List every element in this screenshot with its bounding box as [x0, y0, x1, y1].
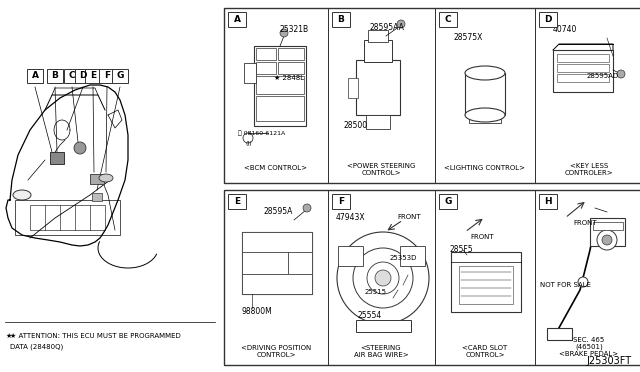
Bar	[278, 48, 304, 60]
Text: A: A	[234, 15, 241, 24]
Bar	[535, 190, 640, 365]
Bar	[50, 152, 64, 164]
Text: <POWER STEERING
CONTROL>: <POWER STEERING CONTROL>	[347, 163, 415, 176]
Bar	[459, 266, 513, 304]
Bar	[254, 46, 306, 126]
Text: SEC. 465
(46501)
<BRAKE PEDAL>: SEC. 465 (46501) <BRAKE PEDAL>	[559, 337, 619, 357]
Text: <DRIVING POSITION
CONTROL>: <DRIVING POSITION CONTROL>	[241, 345, 311, 358]
Bar	[539, 194, 557, 209]
Bar	[85, 69, 101, 83]
Bar	[92, 193, 102, 201]
Text: NOT FOR SALE: NOT FOR SALE	[540, 282, 591, 288]
Circle shape	[303, 204, 311, 212]
Text: FRONT: FRONT	[397, 214, 420, 220]
Bar	[224, 190, 640, 365]
Bar	[332, 194, 350, 209]
Bar	[47, 69, 63, 83]
Circle shape	[243, 133, 253, 143]
Bar	[439, 12, 457, 27]
Bar	[328, 190, 435, 365]
Bar	[535, 8, 640, 183]
Bar	[332, 12, 350, 27]
Bar	[256, 96, 304, 121]
Bar	[242, 232, 312, 294]
Bar	[356, 60, 400, 115]
Bar	[256, 48, 276, 60]
Bar	[242, 274, 312, 294]
Text: ★ ATTENTION: THIS ECU MUST BE PROGRAMMED: ★ ATTENTION: THIS ECU MUST BE PROGRAMMED	[10, 333, 180, 339]
Circle shape	[597, 230, 617, 250]
Bar	[451, 252, 521, 312]
Text: E: E	[90, 71, 96, 80]
Text: D: D	[544, 15, 552, 24]
Bar	[15, 200, 120, 235]
Bar	[366, 115, 390, 129]
Bar	[557, 54, 609, 62]
Text: J25303FT: J25303FT	[587, 356, 632, 366]
Bar	[328, 8, 435, 183]
Bar	[557, 64, 609, 72]
Bar	[348, 78, 358, 98]
Text: 285F5: 285F5	[450, 246, 474, 254]
Bar	[112, 69, 128, 83]
Ellipse shape	[465, 108, 505, 122]
Bar	[256, 62, 276, 74]
Text: 25353D: 25353D	[390, 255, 417, 261]
Text: C: C	[68, 71, 76, 80]
Text: D: D	[79, 71, 87, 80]
Text: B: B	[337, 15, 344, 24]
Text: 28595AA: 28595AA	[370, 23, 405, 32]
Bar	[75, 69, 91, 83]
Bar	[228, 12, 246, 27]
Bar	[288, 252, 312, 274]
Bar	[593, 222, 623, 230]
Text: FRONT: FRONT	[470, 234, 493, 240]
Bar	[27, 69, 43, 83]
Bar	[439, 194, 457, 209]
Text: A: A	[31, 71, 38, 80]
Text: DATA (28480Q): DATA (28480Q)	[10, 343, 63, 350]
Bar	[90, 174, 104, 184]
Bar	[99, 69, 115, 83]
Circle shape	[337, 232, 429, 324]
Bar	[242, 232, 312, 252]
Bar	[30, 205, 105, 230]
Text: 98800M: 98800M	[242, 308, 273, 317]
Text: ⓙ 08160-6121A: ⓙ 08160-6121A	[238, 130, 285, 136]
Bar	[553, 50, 613, 92]
Bar	[435, 8, 535, 183]
Text: H: H	[544, 197, 552, 206]
Text: 25554: 25554	[358, 311, 382, 320]
Bar	[224, 190, 328, 365]
Bar	[356, 320, 411, 332]
Bar	[557, 74, 609, 82]
Circle shape	[602, 235, 612, 245]
Text: <CARD SLOT
CONTROL>: <CARD SLOT CONTROL>	[462, 345, 508, 358]
Text: C: C	[445, 15, 451, 24]
Text: F: F	[338, 197, 344, 206]
Text: ★ 2848L: ★ 2848L	[274, 75, 304, 81]
Ellipse shape	[99, 174, 113, 182]
Circle shape	[280, 29, 288, 37]
Bar	[400, 246, 425, 266]
Circle shape	[353, 248, 413, 308]
Text: 28500: 28500	[344, 122, 368, 131]
Bar	[590, 218, 625, 246]
Text: 28595AD: 28595AD	[587, 73, 619, 79]
Circle shape	[375, 270, 391, 286]
Bar	[278, 62, 304, 74]
Bar	[244, 63, 256, 83]
Ellipse shape	[13, 190, 31, 200]
Circle shape	[397, 20, 405, 28]
Text: 28595A: 28595A	[264, 208, 293, 217]
Text: 28575X: 28575X	[453, 33, 483, 42]
Text: <LIGHTING CONTROL>: <LIGHTING CONTROL>	[445, 165, 525, 171]
Text: FRONT: FRONT	[573, 220, 596, 226]
Circle shape	[367, 262, 399, 294]
Text: 40740: 40740	[553, 26, 577, 35]
Bar	[224, 8, 640, 183]
Text: 25515: 25515	[365, 289, 387, 295]
Bar	[547, 328, 572, 340]
Bar	[228, 194, 246, 209]
Text: 47943X: 47943X	[336, 214, 365, 222]
